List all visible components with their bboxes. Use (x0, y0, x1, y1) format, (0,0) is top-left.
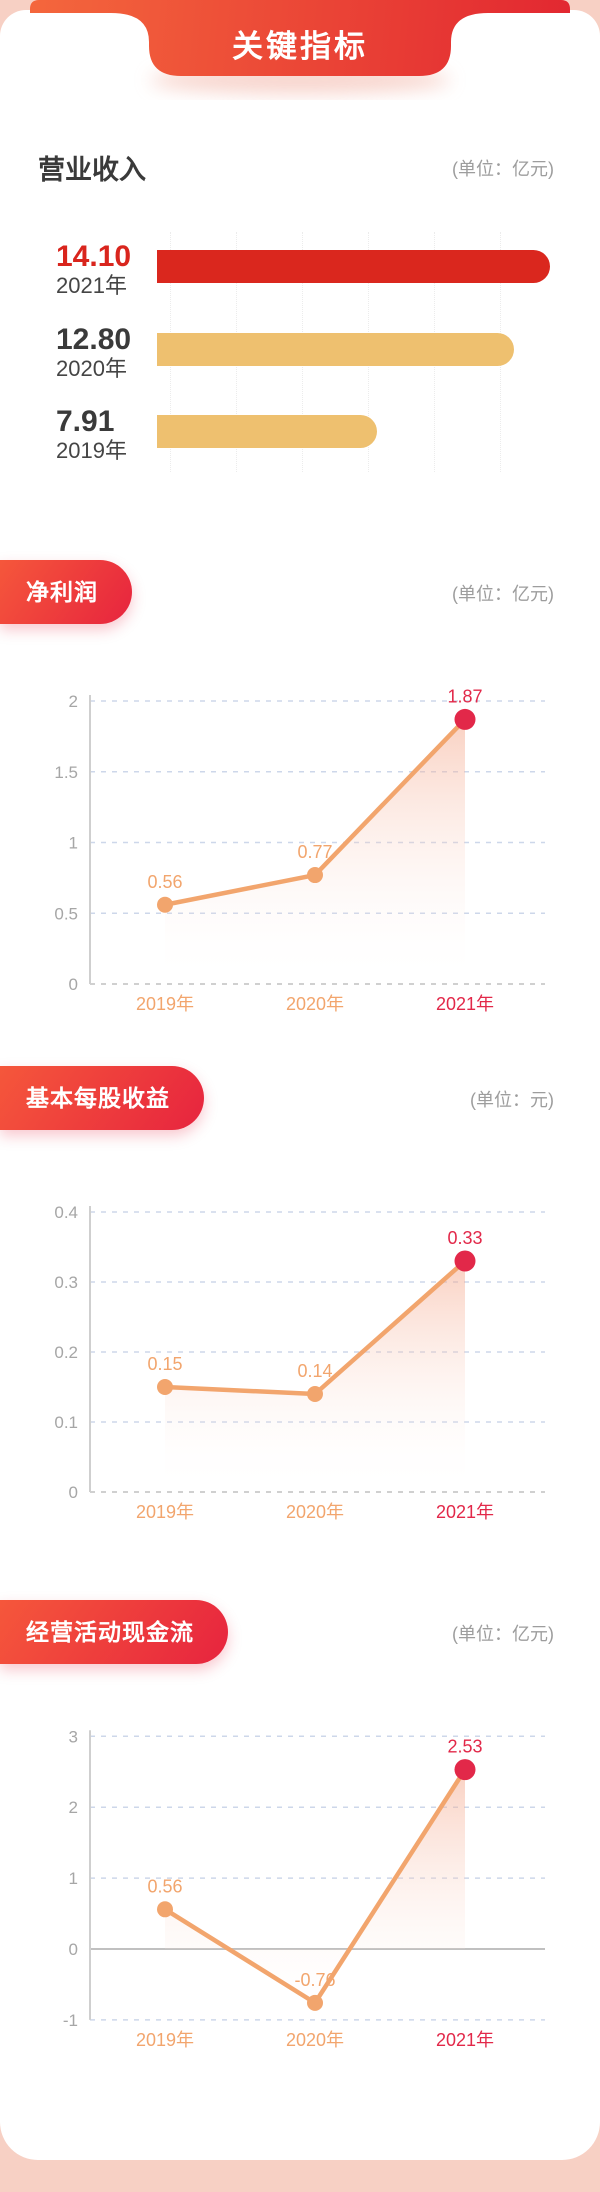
bar-value-label: 12.80 (56, 323, 132, 356)
net-profit-line-chart: 2 1.5 1 0.5 0 0.56 2019年 0.77 2020年 1.87 2021年 (54, 686, 545, 1014)
section-eps-unit: (单位：元) (470, 1090, 554, 1110)
y-tick-label: 0 (69, 1483, 78, 1502)
y-tick-label: 0 (69, 1940, 78, 1959)
y-tick-label: 1 (69, 1869, 78, 1888)
section-cashflow-badge: 经营活动现金流 (0, 1600, 228, 1664)
data-point-2019年 (157, 1379, 173, 1395)
banner-shape (30, 0, 570, 76)
value-label: 0.77 (297, 842, 332, 862)
x-axis-label: 2020年 (286, 1502, 344, 1522)
x-axis-label: 2020年 (286, 2030, 344, 2050)
eps-line-chart: 0.4 0.3 0.2 0.1 0 0.15 2019年 0.14 2020年 0.33 2021年 (54, 1203, 545, 1522)
section-eps-badge: 基本每股收益 (0, 1066, 204, 1130)
data-point-2020年 (307, 1386, 323, 1402)
value-label: 0.14 (297, 1361, 332, 1381)
x-axis-label: 2021年 (436, 994, 494, 1014)
bar-2020年 (157, 333, 514, 366)
page-title: 关键指标 (232, 29, 368, 64)
bar-year-label: 2020年 (56, 356, 127, 381)
value-label: 0.56 (147, 1876, 182, 1896)
value-label: 1.87 (447, 686, 482, 706)
value-label: 0.56 (147, 872, 182, 892)
y-tick-label: 2 (69, 692, 78, 711)
y-tick-label: 3 (69, 1727, 78, 1746)
x-axis-label: 2021年 (436, 2030, 494, 2050)
data-point-2021年 (454, 1250, 476, 1272)
bar-value-label: 7.91 (56, 405, 115, 438)
data-point-2019年 (157, 896, 173, 913)
area-fill (165, 1769, 465, 2003)
data-point-2019年 (157, 1901, 173, 1918)
section-net-profit-unit: (单位：亿元) (452, 584, 554, 604)
bar-value-label: 14.10 (56, 240, 132, 273)
y-tick-label: 0.4 (54, 1203, 78, 1222)
x-axis-label: 2021年 (436, 1502, 494, 1522)
area-fill (165, 719, 465, 984)
y-tick-label: 0.1 (54, 1413, 78, 1432)
revenue-bar-chart: 14.10 2021年 12.80 2020年 7.91 2019年 (0, 228, 600, 476)
section-net-profit-badge: 净利润 (0, 560, 132, 624)
section-cashflow-unit: (单位：亿元) (452, 1624, 554, 1644)
y-tick-label: -1 (63, 2011, 78, 2030)
area-fill (165, 1261, 465, 1492)
x-axis-label: 2019年 (136, 994, 194, 1014)
bar-2019年 (157, 415, 377, 448)
x-axis-label: 2019年 (136, 1502, 194, 1522)
y-tick-label: 0.2 (54, 1343, 78, 1362)
section-revenue-unit: (单位：亿元) (452, 159, 554, 179)
section-revenue-title: 营业收入 (38, 155, 146, 185)
bar-year-label: 2019年 (56, 438, 127, 463)
value-label: -0.76 (294, 1970, 335, 1990)
data-point-2020年 (307, 867, 323, 884)
x-axis-label: 2020年 (286, 994, 344, 1014)
y-tick-label: 0.3 (54, 1273, 78, 1292)
value-label: 0.15 (147, 1354, 182, 1374)
y-tick-label: 0 (69, 975, 78, 994)
y-tick-label: 0.5 (54, 904, 78, 923)
bar-2021年 (157, 250, 550, 283)
y-tick-label: 1.5 (54, 763, 78, 782)
y-tick-label: 2 (69, 1798, 78, 1817)
value-label: 2.53 (447, 1737, 482, 1757)
data-point-2021年 (454, 708, 476, 730)
value-label: 0.33 (447, 1228, 482, 1248)
cashflow-line-chart: 3 2 1 0 -1 0.56 2019年 -0.76 2020年 2.53 2021年 (63, 1727, 545, 2050)
x-axis-label: 2019年 (136, 2030, 194, 2050)
banner-ribbon (30, 0, 570, 94)
bar-year-label: 2021年 (56, 273, 127, 298)
data-point-2021年 (454, 1759, 476, 1781)
data-point-2020年 (307, 1994, 323, 2011)
y-tick-label: 1 (69, 834, 78, 853)
